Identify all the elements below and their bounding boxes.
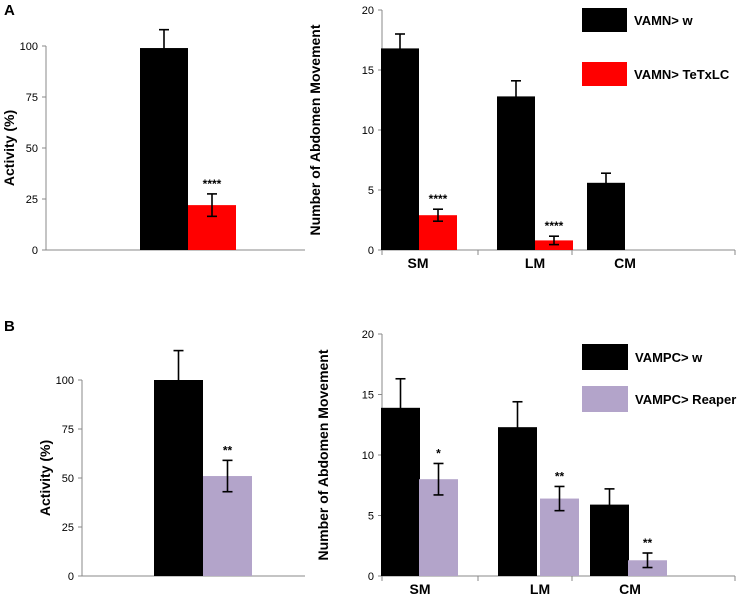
- legend-swatch: [582, 344, 628, 370]
- significance-label: **: [643, 536, 653, 550]
- y-tick-label: 50: [62, 473, 74, 485]
- y-tick-label: 0: [368, 245, 374, 257]
- y-tick-label: 100: [56, 375, 74, 387]
- x-category-label: LM: [530, 581, 550, 597]
- bar: [381, 48, 419, 251]
- bar: [587, 182, 625, 250]
- x-category-label: LM: [525, 255, 545, 271]
- legend-swatch: [582, 386, 628, 412]
- bar: [140, 48, 188, 250]
- y-tick-label: 10: [362, 450, 374, 462]
- y-tick-label: 100: [20, 41, 38, 53]
- x-category-label: CM: [614, 255, 636, 271]
- bar: [540, 498, 579, 576]
- y-tick-label: 75: [62, 424, 74, 436]
- legend-label: VAMN> TeTxLC: [634, 67, 730, 82]
- chart-a-abdomen-movement: Number of Abdomen Movement 0 5 10 15 20 SM LM CM…: [307, 5, 736, 271]
- y-tick-label: 15: [362, 390, 374, 402]
- y-tick-label: 25: [62, 522, 74, 534]
- y-axis-label: Activity (%): [37, 440, 53, 516]
- x-category-label: CM: [619, 581, 641, 597]
- bar: [154, 380, 203, 576]
- x-category-label: SM: [410, 581, 431, 597]
- x-category-label: SM: [408, 255, 429, 271]
- y-tick-label: 5: [368, 511, 374, 523]
- legend-label: VAMPC> Reaper: [635, 392, 736, 407]
- y-tick-label: 20: [362, 5, 374, 17]
- significance-label: ****: [429, 192, 448, 206]
- legend-swatch: [582, 62, 627, 86]
- significance-label: ****: [203, 177, 222, 191]
- significance-label: ****: [545, 219, 564, 233]
- significance-label: **: [555, 469, 565, 483]
- legend-swatch: [582, 8, 627, 32]
- y-tick-label: 0: [68, 571, 74, 583]
- chart-b-abdomen-movement: Number of Abdomen Movement 0 5 10 15 20 SM LM CM…: [315, 329, 736, 597]
- y-tick-label: 10: [362, 125, 374, 137]
- bar: [497, 96, 535, 251]
- y-tick-label: 20: [362, 329, 374, 341]
- y-tick-label: 50: [26, 143, 38, 155]
- y-axis-label: Activity (%): [1, 110, 17, 186]
- y-tick-label: 0: [368, 571, 374, 583]
- chart-a-activity: Activity (%) 0 25 50 75 100 ****: [1, 28, 305, 257]
- y-tick-label: 5: [368, 185, 374, 197]
- y-tick-label: 0: [32, 245, 38, 257]
- y-axis-label: Number of Abdomen Movement: [307, 24, 323, 235]
- legend-label: VAMPC> w: [635, 350, 703, 365]
- y-tick-label: 75: [26, 92, 38, 104]
- y-tick-label: 15: [362, 65, 374, 77]
- bar: [203, 476, 252, 576]
- significance-label: *: [436, 446, 441, 460]
- legend-label: VAMN> w: [634, 13, 694, 28]
- panel-label-a: A: [4, 2, 15, 19]
- panel-label-b: B: [4, 318, 15, 335]
- y-tick-label: 25: [26, 194, 38, 206]
- significance-label: **: [223, 443, 233, 457]
- chart-b-activity: Activity (%) 0 25 50 75 100 **: [37, 349, 305, 583]
- y-axis-label: Number of Abdomen Movement: [315, 349, 331, 560]
